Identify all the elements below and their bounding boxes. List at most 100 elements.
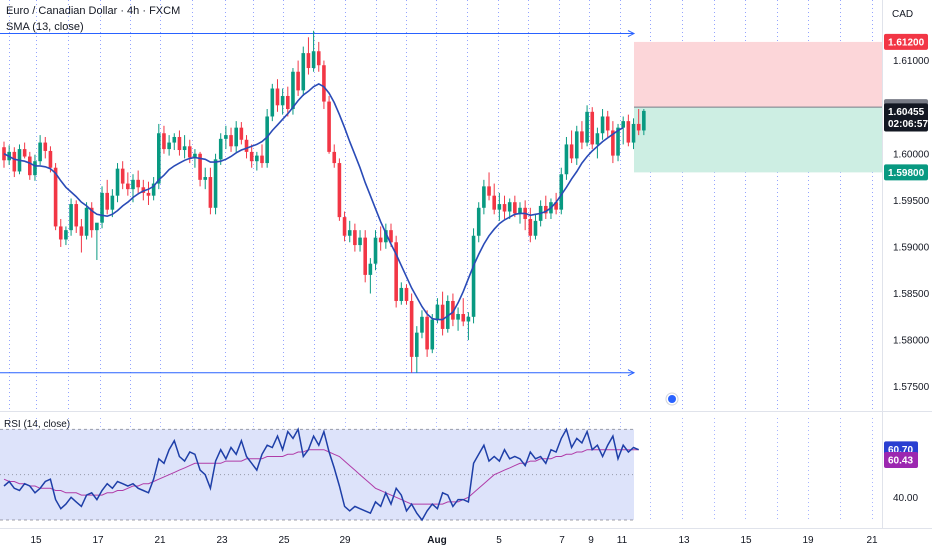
candle[interactable] (69, 198, 73, 236)
candle[interactable] (363, 230, 367, 283)
candle[interactable] (451, 293, 455, 327)
candle[interactable] (487, 172, 491, 201)
candle[interactable] (136, 170, 140, 193)
candle[interactable] (456, 307, 460, 331)
candle[interactable] (332, 144, 337, 168)
candle[interactable] (280, 88, 285, 115)
candle[interactable] (229, 127, 233, 152)
candle[interactable] (533, 214, 538, 240)
candle[interactable] (28, 151, 32, 180)
rsi-ma-line[interactable] (3, 449, 639, 505)
sma-line[interactable] (3, 82, 624, 321)
candle[interactable] (182, 135, 187, 159)
candle[interactable] (167, 135, 171, 156)
candle[interactable] (631, 118, 636, 150)
candle[interactable] (368, 258, 373, 294)
candle[interactable] (255, 151, 259, 171)
candle[interactable] (523, 200, 527, 231)
candle[interactable] (270, 83, 275, 122)
candle[interactable] (322, 60, 326, 110)
candle[interactable] (58, 218, 63, 247)
candle[interactable] (100, 186, 104, 229)
candle[interactable] (12, 147, 17, 178)
candle[interactable] (378, 226, 383, 251)
candle[interactable] (461, 298, 466, 327)
candle[interactable] (636, 109, 641, 136)
candle[interactable] (425, 310, 429, 357)
candle[interactable] (482, 179, 486, 215)
candle[interactable] (306, 37, 311, 75)
candle[interactable] (600, 109, 605, 140)
candle[interactable] (337, 158, 342, 221)
candle[interactable] (301, 46, 306, 96)
candle[interactable] (244, 135, 249, 159)
candle[interactable] (224, 125, 228, 150)
candle[interactable] (120, 161, 125, 190)
candle[interactable] (394, 235, 398, 308)
candle[interactable] (399, 282, 404, 305)
candle[interactable] (590, 107, 595, 150)
candle[interactable] (471, 228, 476, 324)
candle[interactable] (157, 123, 161, 190)
candle[interactable] (177, 130, 182, 156)
candle[interactable] (126, 172, 130, 196)
candle[interactable] (497, 192, 502, 221)
candle[interactable] (193, 149, 197, 168)
candle[interactable] (585, 105, 589, 147)
candle[interactable] (213, 153, 218, 215)
candle[interactable] (384, 223, 388, 249)
candle[interactable] (89, 202, 94, 238)
candle[interactable] (605, 110, 610, 137)
candle[interactable] (595, 127, 600, 159)
candle[interactable] (95, 222, 99, 260)
candle[interactable] (502, 195, 507, 219)
candle[interactable] (642, 109, 646, 136)
candle[interactable] (445, 295, 450, 333)
candle[interactable] (115, 163, 120, 203)
candle[interactable] (203, 167, 208, 190)
candle[interactable] (260, 144, 264, 168)
candle[interactable] (105, 179, 109, 215)
sma-legend[interactable]: SMA (13, close) (6, 21, 84, 33)
candle[interactable] (316, 41, 321, 72)
take-profit-zone[interactable] (634, 107, 882, 173)
candle[interactable] (347, 220, 352, 243)
candle[interactable] (311, 30, 316, 72)
candle[interactable] (420, 310, 424, 339)
candle[interactable] (249, 144, 254, 168)
candle[interactable] (492, 183, 496, 215)
candle[interactable] (430, 314, 435, 354)
candle[interactable] (234, 121, 238, 152)
candle[interactable] (611, 121, 615, 164)
candle[interactable] (476, 202, 481, 243)
candle[interactable] (265, 109, 269, 168)
candle[interactable] (198, 151, 202, 187)
candle[interactable] (239, 122, 244, 145)
candle[interactable] (275, 79, 280, 112)
candle[interactable] (373, 230, 378, 271)
candle[interactable] (141, 179, 146, 201)
candle[interactable] (38, 135, 42, 165)
candle[interactable] (146, 181, 151, 205)
candle[interactable] (409, 293, 414, 373)
candle[interactable] (84, 202, 89, 240)
candle[interactable] (43, 136, 48, 159)
candle[interactable] (564, 136, 569, 180)
candle[interactable] (162, 125, 166, 154)
candle[interactable] (569, 130, 574, 164)
candle[interactable] (621, 116, 625, 145)
candle[interactable] (353, 223, 357, 252)
candle[interactable] (208, 167, 213, 215)
candle[interactable] (554, 192, 558, 215)
candle[interactable] (151, 177, 156, 201)
candle[interactable] (218, 133, 223, 165)
candle[interactable] (415, 326, 419, 373)
candle[interactable] (580, 121, 584, 150)
candle[interactable] (286, 86, 290, 117)
stop-loss-zone[interactable] (634, 41, 882, 108)
candle[interactable] (22, 142, 27, 159)
candle[interactable] (327, 95, 331, 154)
candle[interactable] (358, 230, 362, 252)
rsi-line[interactable] (3, 427, 639, 522)
